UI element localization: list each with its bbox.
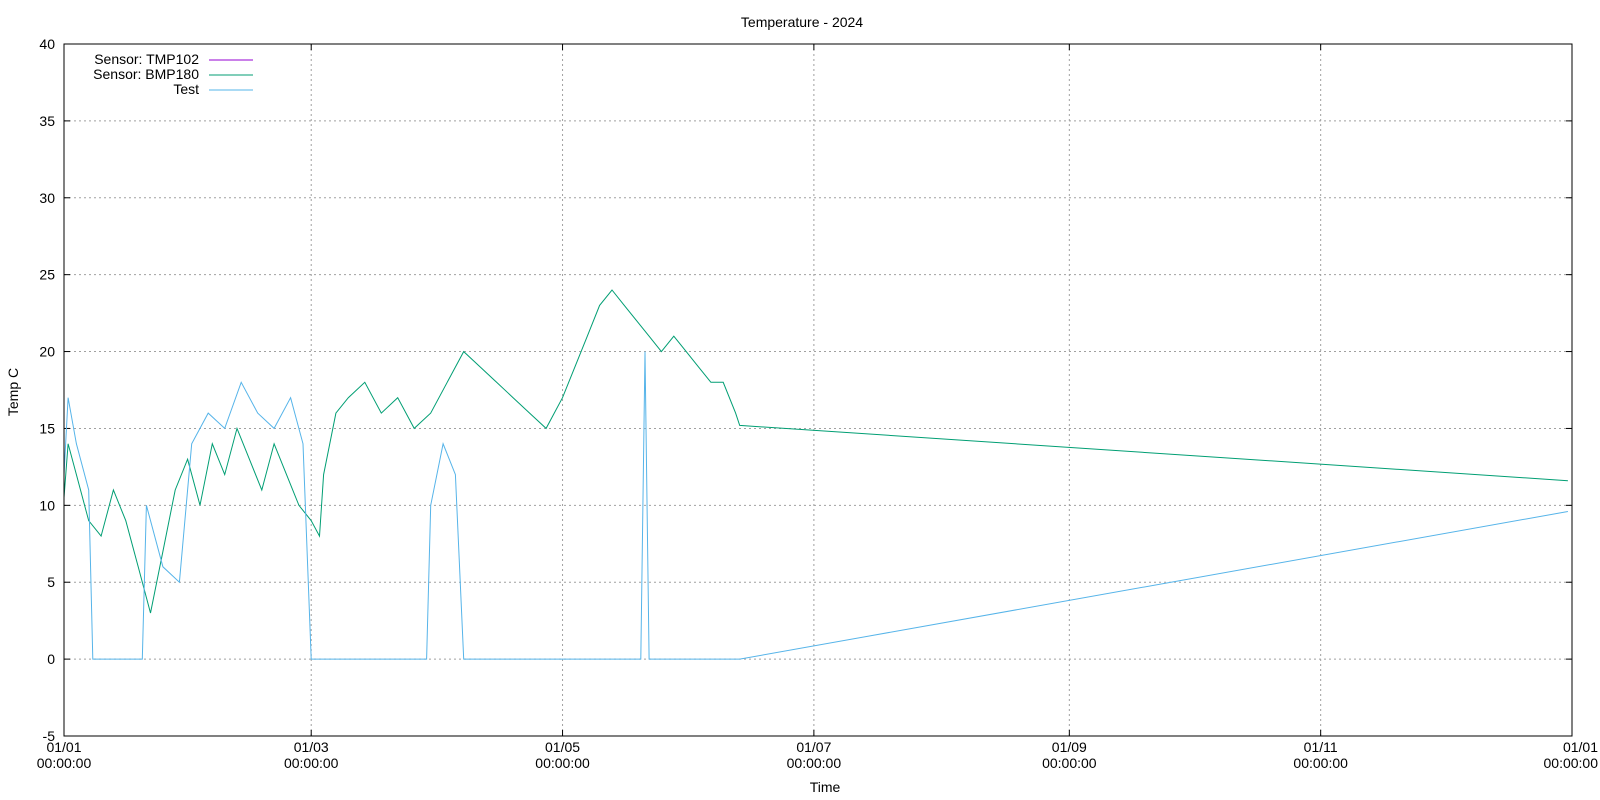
- y-tick-label: 20: [39, 344, 55, 360]
- axis-ticks: -5051015202530354001/0100:00:0001/0300:0…: [37, 36, 1598, 771]
- series-lines: [63, 289, 1568, 660]
- x-tick-time: 00:00:00: [1293, 755, 1348, 771]
- x-tick-label: 01/11: [1304, 739, 1338, 755]
- x-tick-time: 00:00:00: [284, 755, 339, 771]
- series-line-sensor-bmp180: [63, 289, 1568, 614]
- y-tick-label: 30: [39, 190, 55, 206]
- x-tick-time: 00:00:00: [1544, 755, 1599, 771]
- series-line-test: [63, 351, 1568, 660]
- y-tick-label: 40: [39, 36, 55, 52]
- y-tick-label: -5: [43, 728, 56, 744]
- x-tick-label: 01/05: [545, 739, 580, 755]
- y-tick-label: 0: [47, 651, 55, 667]
- x-tick-label: 01/03: [294, 739, 329, 755]
- legend-label: Sensor: TMP102: [94, 51, 199, 67]
- x-tick-time: 00:00:00: [1042, 755, 1097, 771]
- y-tick-label: 35: [39, 113, 55, 129]
- legend-label: Sensor: BMP180: [93, 66, 199, 82]
- x-tick-label: 01/01: [1563, 739, 1598, 755]
- grid-lines: [64, 44, 1572, 736]
- legend-label: Test: [173, 81, 199, 97]
- plot-frame: [63, 43, 1573, 737]
- y-axis-label: Temp C: [5, 368, 21, 416]
- y-tick-label: 10: [39, 497, 55, 513]
- x-tick-time: 00:00:00: [787, 755, 842, 771]
- y-tick-label: 15: [39, 420, 55, 436]
- x-tick-label: 01/07: [796, 739, 831, 755]
- x-tick-time: 00:00:00: [535, 755, 590, 771]
- y-tick-label: 25: [39, 267, 55, 283]
- x-tick-time: 00:00:00: [37, 755, 92, 771]
- x-tick-label: 01/01: [46, 739, 81, 755]
- x-tick-label: 01/09: [1052, 739, 1087, 755]
- y-tick-label: 5: [47, 574, 55, 590]
- x-axis-label: Time: [810, 779, 841, 795]
- chart-title: Temperature - 2024: [741, 14, 863, 30]
